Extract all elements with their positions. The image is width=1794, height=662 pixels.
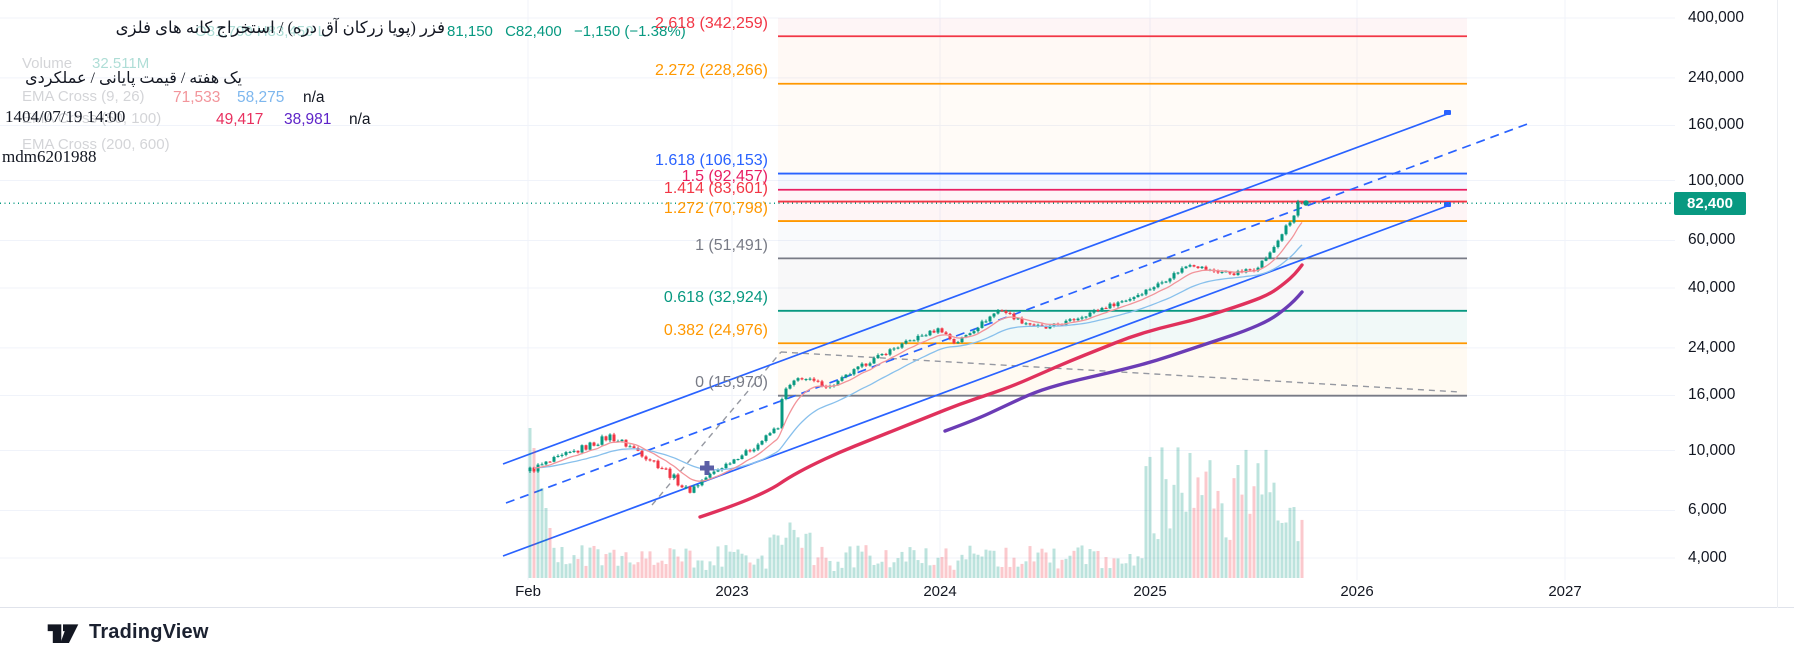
ema9-value: 71,533 <box>173 89 221 106</box>
price-tick-label: 400,000 <box>1688 9 1745 26</box>
ema26-value: 58,275 <box>237 89 285 106</box>
fib-label-0[interactable]: 0 (15,970) <box>695 374 768 392</box>
time-tick-label: 2027 <box>1548 583 1582 600</box>
price-tick-label: 24,000 <box>1688 338 1736 356</box>
price-tick-label: 240,000 <box>1688 68 1745 86</box>
ema-lines <box>533 221 1304 519</box>
current-price-value: 82,400 <box>1687 195 1733 212</box>
ema-cross-200-600-label[interactable]: EMA Cross (200, 600) <box>22 136 170 153</box>
ema-cross-9-26-na: n/a <box>303 89 325 106</box>
price-tick-label: 4,000 <box>1688 549 1727 566</box>
time-tick-label: Feb <box>515 583 541 600</box>
time-tick-label: 2023 <box>715 583 749 600</box>
price-tick-label: 100,000 <box>1688 171 1745 189</box>
fib-level-lines[interactable] <box>778 35 1467 397</box>
time-tick-label: 2026 <box>1340 583 1374 600</box>
time-tick-label: 2025 <box>1133 583 1167 600</box>
fib-label-1.5[interactable]: 1.5 (92,457) <box>681 168 768 186</box>
ohlc-close: C82,400 <box>505 23 562 40</box>
volume-label[interactable]: Volume <box>22 55 73 72</box>
volume-value: 32.511M <box>92 55 150 72</box>
trend-channel[interactable] <box>502 110 1531 557</box>
interval-subtitle: یک هفته / قیمت پایانی / عملکردی <box>25 70 242 87</box>
candles <box>528 199 1304 494</box>
ohlc-change: −1,150 (−1.38%) <box>573 23 686 40</box>
watermark-id: mdm6201988 <box>2 147 97 166</box>
fib-label-2.618[interactable]: 2.618 (342,259) <box>655 14 768 32</box>
fib-label-0.618[interactable]: 0.618 (32,924) <box>663 289 768 307</box>
volume-bars <box>528 428 1304 578</box>
price-tick-label: 40,000 <box>1688 279 1736 296</box>
fib-label-1.414[interactable]: 1.414 (83,601) <box>663 180 768 198</box>
crosshair-datetime: 1404/07/19 14:00 <box>5 107 126 126</box>
tradingview-logo[interactable]: TradingView <box>46 617 209 647</box>
ema-cross-50-100-na: n/a <box>349 111 371 128</box>
price-tick-label: 16,000 <box>1688 386 1736 404</box>
price-tick-label: 10,000 <box>1688 441 1736 459</box>
fib-label-2.272[interactable]: 2.272 (228,266) <box>655 62 768 80</box>
price-tick-label: 60,000 <box>1688 231 1736 249</box>
fib-trend-dashed-lines[interactable] <box>651 351 1461 506</box>
ema-cross-9-26-label[interactable]: EMA Cross (9, 26) <box>22 88 145 105</box>
fib-label-1.618[interactable]: 1.618 (106,153) <box>655 152 768 170</box>
ohlc-values: 81,150 C82,400 −1,150 (−1.38%) <box>447 23 686 42</box>
price-tick-label: 160,000 <box>1688 116 1745 134</box>
fib-label-1[interactable]: 1 (51,491) <box>695 236 768 254</box>
ema50-value: 49,417 <box>216 111 264 128</box>
time-tick-label: 2024 <box>923 583 957 600</box>
axis-separator <box>0 607 1794 608</box>
fib-label-0.382[interactable]: 0.382 (24,976) <box>663 321 768 339</box>
ema100-value: 38,981 <box>284 111 332 128</box>
symbol-title[interactable]: فزر (پویا زرکان آق دره) / استخراج کانه ه… <box>115 18 445 37</box>
last-price-dot <box>1303 200 1309 206</box>
tradingview-logo-icon <box>47 624 79 644</box>
fib-label-1.272[interactable]: 1.272 (70,798) <box>663 199 768 217</box>
ema-cross-50-100-label[interactable]: EMA Cross (50, 100) <box>22 110 162 127</box>
ohlc-faded: O81,700 H83,450 L <box>195 23 326 40</box>
current-price-badge: 82,400 <box>1674 192 1746 215</box>
ohlc-low: 81,150 <box>447 23 493 40</box>
tradingview-logo-text: TradingView <box>89 620 209 643</box>
price-line-and-markers <box>0 200 1675 475</box>
plus-marker[interactable] <box>700 461 714 475</box>
pane-right-edge <box>1777 0 1778 608</box>
price-tick-label: 6,000 <box>1688 501 1727 519</box>
